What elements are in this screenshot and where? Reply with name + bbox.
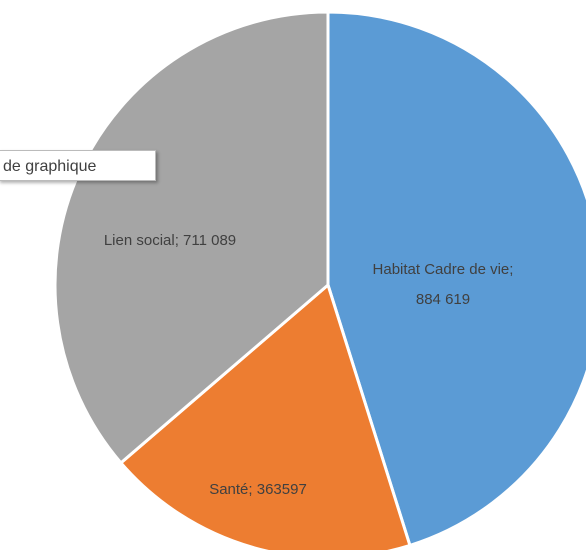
pie-slice xyxy=(118,282,412,550)
data-label: Santé; 363597 xyxy=(209,481,307,498)
tooltip: de graphique xyxy=(0,150,156,181)
pie-slice xyxy=(326,10,586,548)
data-label: Habitat Cadre de vie; 884 619 xyxy=(372,261,514,308)
data-label: Lien social; 711 089 xyxy=(103,232,237,249)
